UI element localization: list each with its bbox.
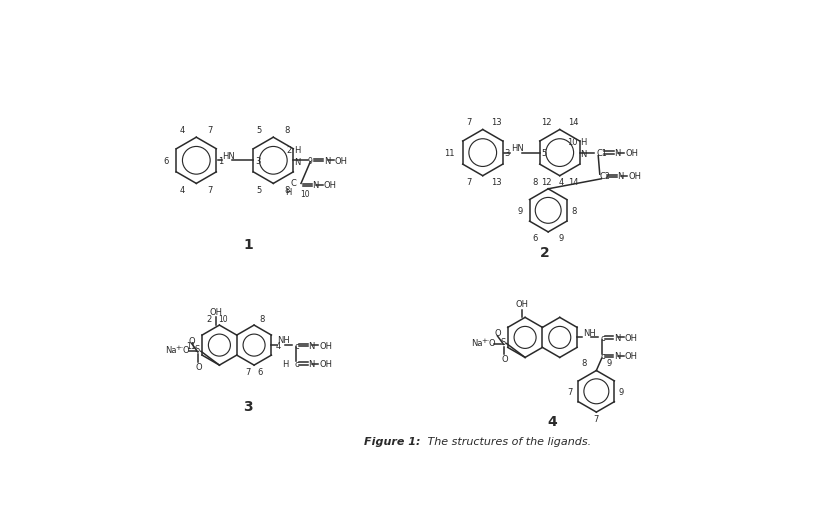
Text: 7: 7 bbox=[208, 126, 213, 135]
Text: H: H bbox=[581, 138, 587, 147]
Text: OH: OH bbox=[210, 307, 222, 316]
Text: 13: 13 bbox=[491, 118, 502, 127]
Text: O: O bbox=[189, 336, 195, 345]
Text: OH: OH bbox=[335, 156, 348, 165]
Text: c: c bbox=[294, 341, 299, 350]
Text: 6: 6 bbox=[163, 156, 169, 165]
Text: 3: 3 bbox=[243, 399, 253, 413]
Text: S: S bbox=[500, 337, 505, 346]
Text: 8: 8 bbox=[284, 186, 289, 194]
Text: H: H bbox=[285, 187, 292, 196]
Text: 9: 9 bbox=[558, 234, 564, 243]
Text: 1: 1 bbox=[218, 156, 223, 165]
Text: N: N bbox=[614, 352, 620, 361]
Text: 7: 7 bbox=[246, 367, 251, 376]
Text: Na: Na bbox=[471, 338, 483, 347]
Text: O: O bbox=[488, 338, 495, 347]
Text: OH: OH bbox=[625, 149, 638, 158]
Text: 6: 6 bbox=[533, 234, 538, 243]
Text: OH: OH bbox=[323, 181, 337, 190]
Text: 8: 8 bbox=[284, 126, 289, 135]
Text: 7: 7 bbox=[466, 118, 471, 127]
Text: NH: NH bbox=[278, 335, 290, 345]
Text: 12: 12 bbox=[541, 178, 551, 187]
Text: C: C bbox=[290, 179, 296, 188]
Text: c: c bbox=[600, 333, 605, 342]
Text: 3: 3 bbox=[255, 156, 261, 165]
Text: S: S bbox=[195, 345, 200, 354]
Text: N: N bbox=[308, 359, 315, 369]
Text: 10: 10 bbox=[218, 314, 228, 323]
Text: 9: 9 bbox=[619, 387, 624, 396]
Text: OH: OH bbox=[625, 352, 638, 361]
Text: 11: 11 bbox=[445, 149, 455, 158]
Text: 6: 6 bbox=[257, 367, 263, 376]
Text: 8: 8 bbox=[533, 177, 538, 186]
Text: OH: OH bbox=[319, 359, 332, 369]
Text: 5: 5 bbox=[257, 126, 262, 135]
Text: 4: 4 bbox=[179, 186, 185, 194]
Text: 5: 5 bbox=[542, 149, 547, 158]
Text: +·: +· bbox=[481, 337, 490, 343]
Text: H: H bbox=[282, 359, 289, 369]
Text: OH: OH bbox=[515, 300, 528, 308]
Text: N: N bbox=[313, 181, 319, 190]
Text: 14: 14 bbox=[568, 118, 579, 127]
Text: The structures of the ligands.: The structures of the ligands. bbox=[424, 437, 591, 446]
Text: N: N bbox=[581, 150, 587, 159]
Text: O: O bbox=[183, 346, 189, 355]
Text: O: O bbox=[495, 329, 501, 337]
Text: O: O bbox=[195, 362, 202, 371]
Text: 9: 9 bbox=[606, 359, 611, 367]
Text: HN: HN bbox=[222, 151, 234, 160]
Text: 9: 9 bbox=[518, 207, 523, 215]
Text: 2: 2 bbox=[605, 172, 609, 181]
Text: OH: OH bbox=[319, 341, 332, 350]
Text: N: N bbox=[614, 333, 620, 342]
Text: 5: 5 bbox=[257, 186, 262, 194]
Text: 4: 4 bbox=[558, 177, 564, 186]
Text: 7: 7 bbox=[466, 178, 471, 187]
Text: 11: 11 bbox=[186, 341, 195, 350]
Text: +·: +· bbox=[175, 345, 184, 351]
Text: C: C bbox=[600, 172, 605, 181]
Text: 1: 1 bbox=[601, 149, 606, 158]
Text: OH: OH bbox=[625, 333, 638, 342]
Text: 8: 8 bbox=[581, 359, 586, 367]
Text: H: H bbox=[294, 146, 300, 155]
Text: 1: 1 bbox=[243, 238, 253, 252]
Text: 9: 9 bbox=[308, 156, 313, 165]
Text: N: N bbox=[614, 149, 621, 158]
Text: 2: 2 bbox=[539, 245, 549, 260]
Text: N: N bbox=[324, 156, 331, 165]
Text: 10: 10 bbox=[300, 189, 310, 199]
Text: 13: 13 bbox=[491, 178, 502, 187]
Text: c: c bbox=[600, 352, 605, 361]
Text: 4: 4 bbox=[179, 126, 185, 135]
Text: OH: OH bbox=[629, 172, 641, 181]
Text: 14: 14 bbox=[568, 178, 579, 187]
Text: N: N bbox=[308, 341, 315, 350]
Text: O: O bbox=[501, 355, 508, 363]
Text: 8: 8 bbox=[571, 207, 576, 215]
Text: 4: 4 bbox=[275, 341, 281, 350]
Text: 3: 3 bbox=[504, 149, 509, 158]
Text: N: N bbox=[294, 157, 300, 166]
Text: C: C bbox=[597, 149, 603, 158]
Text: 7: 7 bbox=[567, 387, 572, 396]
Text: HN: HN bbox=[511, 144, 524, 153]
Text: NH: NH bbox=[583, 328, 596, 337]
Text: N: N bbox=[618, 172, 624, 181]
Text: 12: 12 bbox=[541, 118, 551, 127]
Text: 7: 7 bbox=[594, 414, 599, 423]
Text: 7: 7 bbox=[208, 186, 213, 194]
Text: 8: 8 bbox=[260, 314, 265, 323]
Text: Na: Na bbox=[165, 346, 177, 355]
Text: 4: 4 bbox=[547, 415, 557, 429]
Text: Figure 1:: Figure 1: bbox=[364, 437, 420, 446]
Text: 2: 2 bbox=[286, 146, 292, 155]
Text: c: c bbox=[294, 359, 299, 369]
Text: 2: 2 bbox=[207, 314, 212, 323]
Text: 10: 10 bbox=[567, 138, 577, 147]
